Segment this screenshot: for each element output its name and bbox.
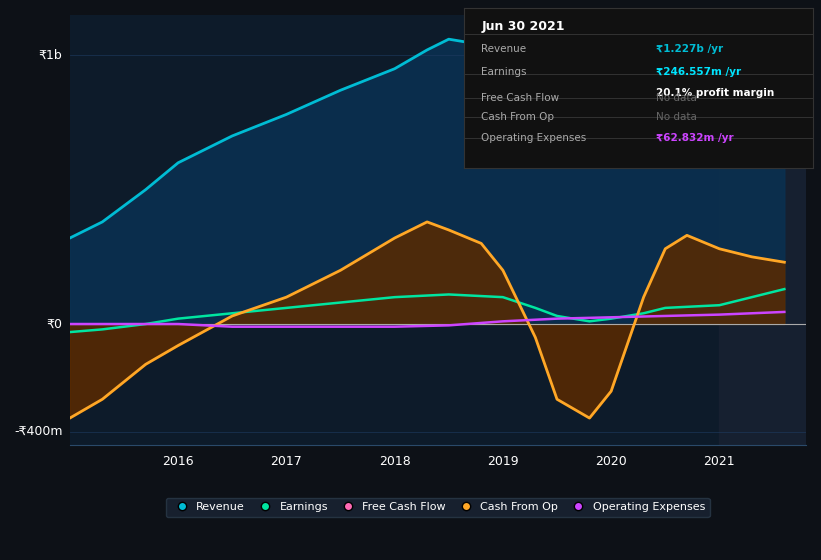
Text: Operating Expenses: Operating Expenses — [481, 133, 586, 143]
Text: Revenue: Revenue — [481, 44, 526, 54]
Text: ₹0: ₹0 — [47, 318, 62, 330]
Text: ₹1b: ₹1b — [39, 49, 62, 62]
Text: Cash From Op: Cash From Op — [481, 112, 554, 122]
Legend: Revenue, Earnings, Free Cash Flow, Cash From Op, Operating Expenses: Revenue, Earnings, Free Cash Flow, Cash … — [167, 498, 709, 517]
Text: Jun 30 2021: Jun 30 2021 — [481, 20, 565, 32]
Text: No data: No data — [656, 112, 697, 122]
Text: ₹62.832m /yr: ₹62.832m /yr — [656, 133, 733, 143]
Text: Free Cash Flow: Free Cash Flow — [481, 93, 559, 103]
Text: -₹400m: -₹400m — [14, 425, 62, 438]
Text: Earnings: Earnings — [481, 67, 527, 77]
Text: ₹246.557m /yr: ₹246.557m /yr — [656, 67, 741, 77]
Text: ₹1.227b /yr: ₹1.227b /yr — [656, 44, 723, 54]
Text: No data: No data — [656, 93, 697, 103]
Bar — [719, 15, 806, 445]
Text: 20.1% profit margin: 20.1% profit margin — [656, 88, 774, 98]
